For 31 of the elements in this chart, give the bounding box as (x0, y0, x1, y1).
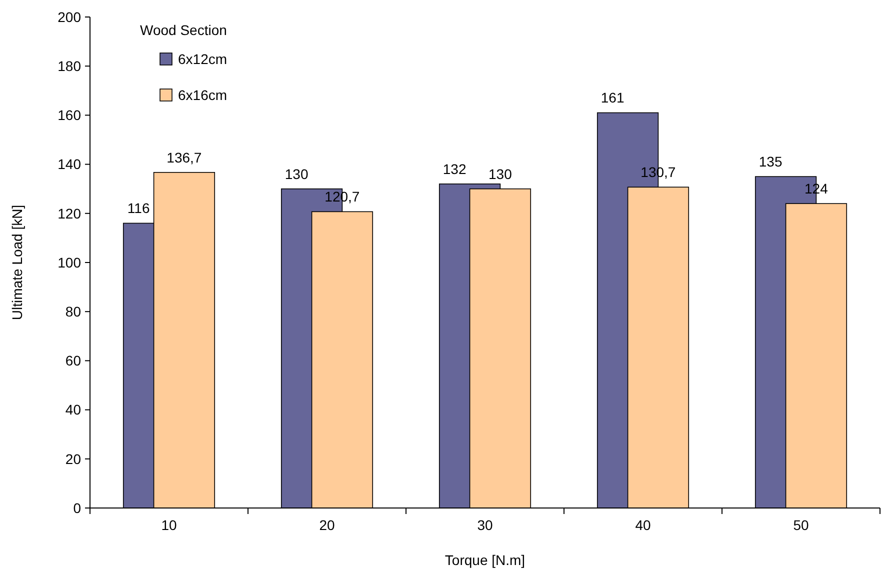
x-tick-label: 30 (477, 517, 493, 533)
y-tick-label: 160 (58, 107, 82, 124)
legend-title: Wood Section (140, 22, 227, 38)
y-tick-label: 20 (65, 450, 82, 467)
y-tick-label: 0 (73, 500, 82, 516)
x-tick-label: 40 (635, 517, 651, 533)
y-tick-label: 40 (65, 402, 82, 418)
x-tick-label: 20 (319, 517, 335, 533)
data-label: 130 (284, 166, 308, 182)
legend-label: 6x16cm (178, 87, 228, 103)
y-tick-label: 60 (65, 352, 82, 369)
x-tick-label: 10 (161, 517, 177, 533)
y-tick-label: 80 (65, 304, 82, 320)
legend-label: 6x12cm (178, 51, 228, 67)
data-label: 116 (127, 200, 150, 216)
data-label: 136,7 (166, 149, 202, 166)
y-tick-label: 140 (58, 156, 82, 172)
data-label: 120,7 (324, 188, 360, 205)
y-axis-title: Ultimate Load [kN] (9, 204, 25, 320)
data-label: 130 (488, 166, 512, 182)
data-label: 135 (758, 154, 782, 170)
y-tick-label: 180 (58, 58, 82, 74)
y-tick-label: 100 (58, 254, 82, 270)
y-tick-label: 200 (58, 8, 82, 25)
x-tick-label: 50 (793, 517, 809, 533)
x-axis-title: Torque [N.m] (444, 552, 526, 568)
data-label: 124 (804, 180, 828, 197)
data-label: 161 (600, 90, 624, 106)
data-label: 132 (442, 160, 466, 177)
data-label: 130,7 (640, 164, 676, 180)
y-tick-label: 120 (58, 205, 82, 222)
